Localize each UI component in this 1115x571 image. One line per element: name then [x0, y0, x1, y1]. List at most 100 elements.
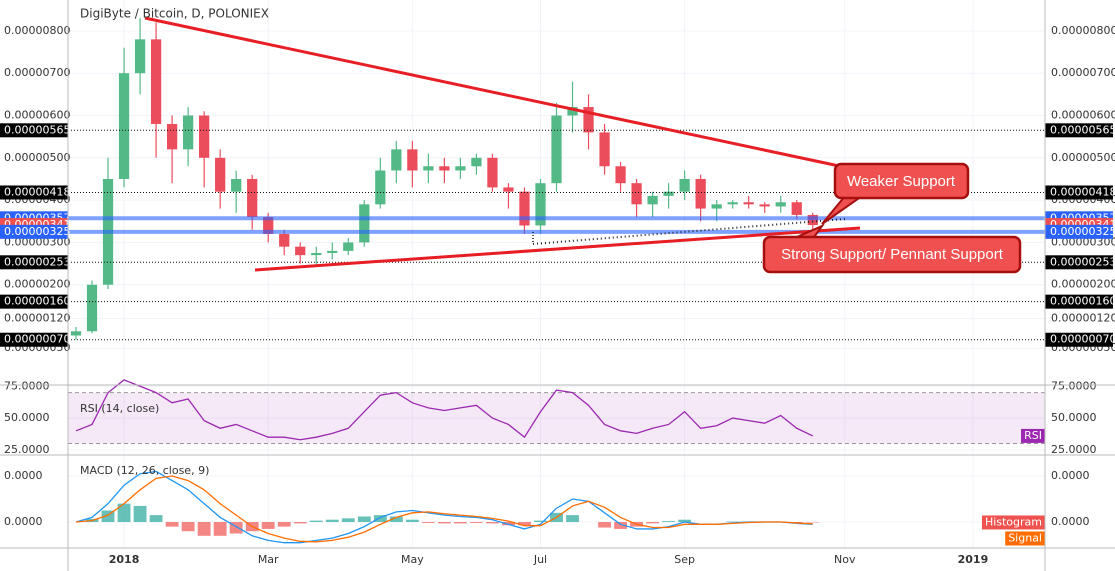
y-tick-label: 75.0000 — [1051, 379, 1097, 392]
line — [75, 379, 814, 441]
candle-body — [231, 178, 242, 192]
histogram-bar — [149, 515, 163, 523]
candle-body — [70, 331, 82, 336]
candle-body — [86, 284, 98, 332]
y-tick-label: 25.0000 — [1051, 443, 1097, 456]
level-tag — [1045, 294, 1113, 309]
level-tag — [1045, 255, 1113, 270]
candle-body — [199, 115, 210, 158]
level-tag — [0, 255, 68, 270]
candle-body — [343, 242, 354, 251]
candle-body — [118, 73, 130, 179]
y-tick-label: 0.0000 — [1051, 515, 1090, 528]
candle-body — [551, 115, 562, 184]
histogram-bar — [678, 519, 692, 523]
level-label: 0.00000253 — [4, 255, 70, 268]
candle-body — [359, 204, 370, 243]
x-tick-label: Nov — [834, 553, 856, 566]
grid: 0.00000800 0.00000800 0.00000700 0.00000700… — [4, 0, 1115, 548]
histogram-bar — [453, 522, 467, 524]
y-tick-label: 0.00000120 — [4, 312, 70, 325]
histogram-bar — [389, 516, 403, 523]
candle-body — [215, 157, 226, 192]
level-label: 0.00000160 — [4, 295, 70, 308]
histogram-bar — [229, 522, 243, 534]
annotation: Weaker Support — [847, 173, 956, 190]
candle-body — [471, 157, 482, 167]
histogram-bar — [181, 522, 195, 532]
x-tick-label: 2018 — [109, 553, 140, 566]
candle-body — [727, 202, 738, 205]
histogram-bar — [405, 519, 419, 523]
candle-body — [775, 202, 786, 207]
level-tag — [1045, 224, 1113, 239]
candle-body — [407, 149, 418, 171]
level-label: 0.00000418 — [4, 186, 70, 199]
x-tick-label: Jul — [533, 553, 547, 566]
histogram-bar — [133, 505, 147, 523]
histogram-bar — [614, 522, 627, 529]
support-line — [532, 218, 846, 245]
candle-body — [182, 115, 194, 150]
level-label: 0.00000160 — [1050, 295, 1115, 308]
level-tag — [1045, 123, 1113, 138]
annotation: Strong Support/ Pennant Support — [781, 246, 1004, 263]
histogram-bar — [470, 522, 483, 523]
histogram-bar — [662, 521, 676, 523]
chart-title: DigiByte / Bitcoin, D, POLONIEX — [80, 7, 269, 21]
y-tick-label: 50.0000 — [4, 411, 50, 424]
level-tag — [0, 224, 68, 239]
histogram-bar — [117, 503, 131, 523]
level-tag — [0, 185, 68, 200]
histogram-bar — [486, 522, 499, 524]
candle-body — [759, 204, 770, 207]
line — [75, 475, 813, 543]
histogram-bar — [101, 510, 115, 523]
pane-title: RSI (14, close) — [80, 402, 159, 415]
candle-body — [503, 187, 514, 192]
candle-body — [695, 178, 706, 209]
candle-body — [647, 195, 658, 205]
y-tick-label: 75.0000 — [4, 379, 50, 392]
candle-body — [247, 178, 258, 218]
candle-body — [567, 107, 578, 116]
candle-body — [519, 191, 530, 226]
line — [75, 470, 813, 544]
histogram-bar — [598, 522, 611, 528]
series-tag — [1005, 531, 1045, 546]
trend-line — [144, 16, 859, 172]
y-tick-label: 0.00000800 — [1051, 24, 1115, 37]
candle-body — [583, 107, 594, 133]
candle-body — [791, 202, 802, 215]
candle-body — [166, 123, 178, 150]
candle-body — [631, 183, 642, 205]
y-tick-label: 0.00000700 — [4, 66, 70, 79]
y-tick-label: 0.00000120 — [1051, 312, 1115, 325]
y-tick-label: 0.00000700 — [1051, 66, 1115, 79]
histogram-bar — [518, 522, 531, 526]
callout — [762, 235, 1022, 274]
level-label: 0.00000070 — [4, 333, 70, 346]
histogram-bar — [646, 522, 660, 524]
level-label: 0.00000565 — [1050, 123, 1115, 136]
histogram-bar — [437, 522, 451, 524]
candle-body — [711, 204, 722, 209]
level-tag — [0, 332, 68, 347]
histogram-bar — [261, 522, 275, 529]
candle-body — [327, 250, 338, 253]
y-tick-label: 0.00000600 — [1051, 109, 1115, 122]
candle-body — [150, 39, 162, 124]
series-tag-label: Histogram — [985, 515, 1042, 528]
level-label: 0.00000325 — [1050, 225, 1115, 238]
candle-body — [599, 132, 610, 167]
callout — [833, 162, 970, 200]
y-tick-label: 0.00000800 — [4, 24, 70, 37]
histogram-bar — [165, 522, 179, 527]
candle-body — [615, 166, 626, 184]
histogram-bar — [421, 522, 435, 523]
candle-body — [535, 183, 546, 226]
